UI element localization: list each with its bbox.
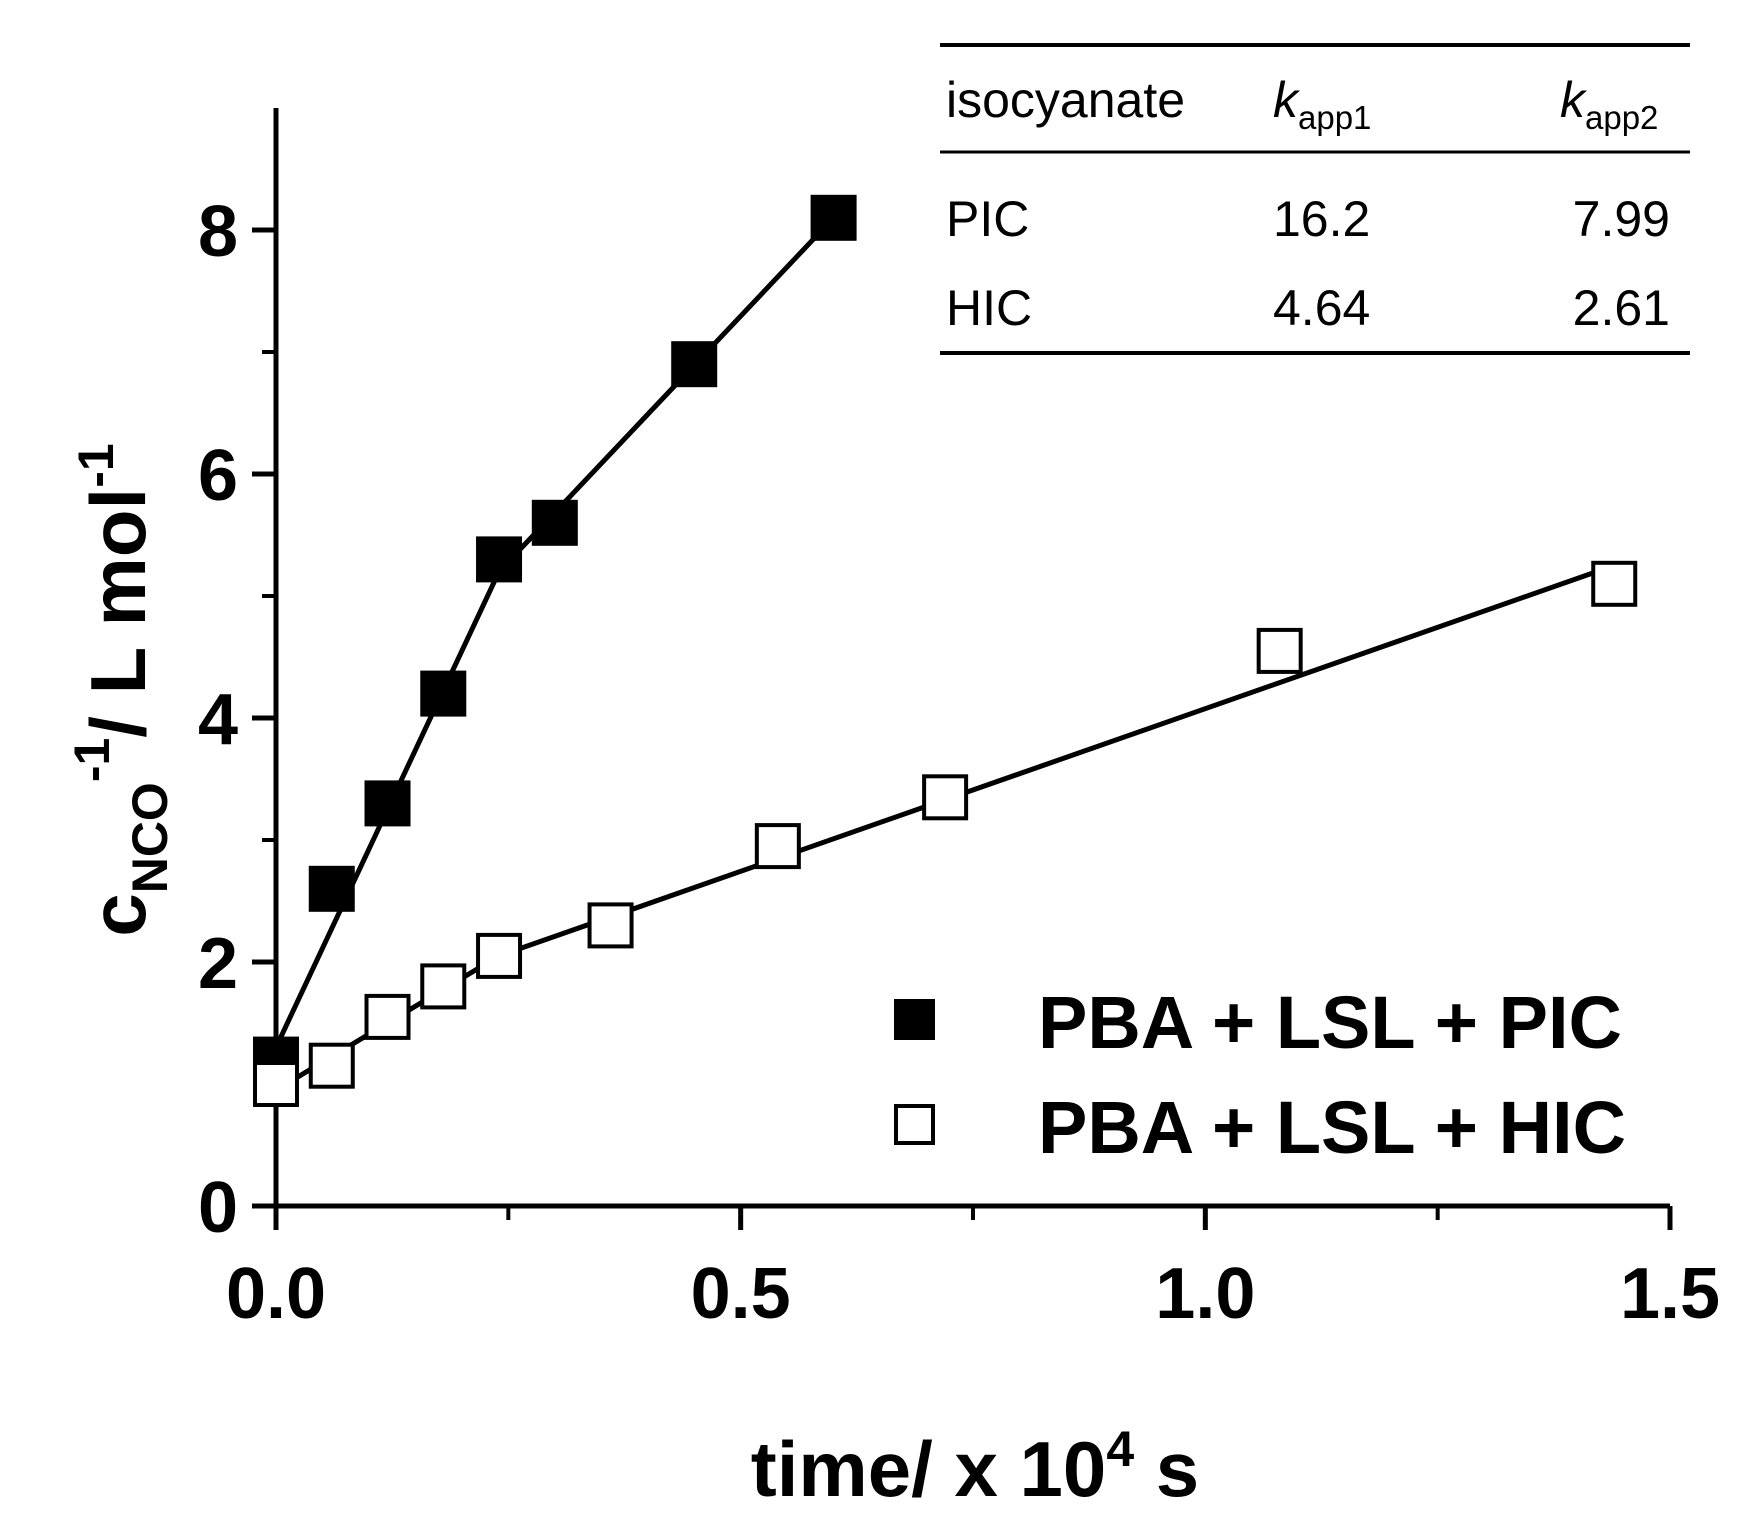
legend: PBA + LSL + PIC PBA + LSL + HIC <box>894 981 1626 1169</box>
x-axis-title: time/ x 104 s <box>751 1421 1199 1513</box>
x-tick-label: 1.0 <box>1155 1254 1255 1334</box>
fit-line-pic <box>273 216 836 1049</box>
data-point-hic <box>587 902 634 949</box>
table-cell-hic-kapp1: 4.64 <box>1273 280 1370 336</box>
table-cell-pic-kapp1: 16.2 <box>1273 191 1370 247</box>
legend-label-hic: PBA + LSL + HIC <box>1038 1086 1626 1169</box>
x-tick-label: 0.5 <box>691 1254 791 1334</box>
x-tick-label: 1.5 <box>1620 1254 1720 1334</box>
data-point-pic <box>420 670 467 717</box>
data-point-hic <box>476 932 523 979</box>
y-tick-label: 8 <box>198 192 238 272</box>
legend-label-pic: PBA + LSL + PIC <box>1038 981 1622 1064</box>
table-cell-hic-kapp2: 2.61 <box>1573 280 1670 336</box>
y-tick-label: 4 <box>198 680 238 760</box>
data-point-hic <box>1591 560 1638 607</box>
y-tick-label: 0 <box>198 1168 238 1248</box>
data-point-hic <box>364 993 411 1040</box>
y-tick-label: 6 <box>198 436 238 516</box>
data-point-pic <box>364 780 411 827</box>
inset-table: isocyanate kapp1 kapp2 PIC 16.2 7.99 HIC… <box>940 43 1690 355</box>
data-point-pic <box>810 194 857 241</box>
data-point-pic <box>308 865 355 912</box>
table-cell-pic-kapp2: 7.99 <box>1573 191 1670 247</box>
data-point-pic <box>531 499 578 546</box>
data-point-hic <box>1256 627 1303 674</box>
legend-marker-pic <box>894 999 935 1040</box>
data-point-hic <box>420 963 467 1010</box>
axes: 0.0 0.5 1.0 1.5 0 2 4 6 8 <box>198 108 1720 1334</box>
data-point-hic <box>922 774 969 821</box>
x-tick-label: 0.0 <box>226 1254 326 1334</box>
table-header-isocyanate: isocyanate <box>946 72 1185 128</box>
y-tick-label: 2 <box>198 924 238 1004</box>
table-cell-hic-name: HIC <box>946 280 1032 336</box>
table-header-kapp1: kapp1 <box>1273 72 1371 136</box>
legend-marker-hic <box>894 1104 935 1145</box>
data-point-hic <box>754 823 801 870</box>
data-point-pic <box>476 536 523 583</box>
data-point-pic <box>671 341 718 388</box>
data-point-hic <box>308 1042 355 1089</box>
table-header-kapp2: kapp2 <box>1560 72 1658 136</box>
table-cell-pic-name: PIC <box>946 191 1029 247</box>
data-point-hic <box>253 1061 299 1107</box>
y-axis-title: cNCO-1/ L mol-1 <box>64 443 178 936</box>
markers <box>253 194 1638 1107</box>
